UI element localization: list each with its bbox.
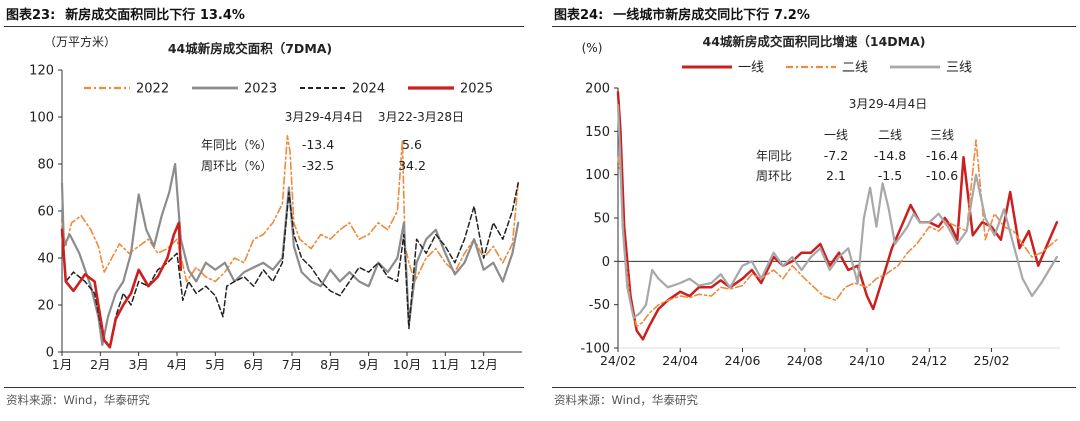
left-legend-label-2022: 2022 <box>136 82 169 97</box>
right-annot-value: -10.6 <box>926 168 958 183</box>
right-annot-row-label: 周环比 <box>756 169 792 183</box>
right-top-rule <box>552 26 1076 27</box>
left-annot-row-label: 周环比（%） <box>201 159 272 173</box>
left-y-tick-label: 20 <box>37 299 54 314</box>
right-annot-col-header: 一线 <box>824 128 848 142</box>
left-series-2023 <box>60 162 520 346</box>
left-source-note: 资料来源：Wind，华泰研究 <box>6 393 150 407</box>
right-chart-title: 44城新房成交面积同比增速（14DMA) <box>703 34 926 49</box>
left-y-tick-label: 120 <box>29 64 54 79</box>
right-annot-col-header: 二线 <box>878 128 902 142</box>
right-y-tick-label: -50 <box>589 298 610 313</box>
right-bottom-rule <box>552 387 1076 388</box>
left-annot-value: -32.5 <box>302 158 334 173</box>
right-figure-title: 图表24: 一线城市新房成交同比下行 7.2% <box>554 4 810 23</box>
right-series-一线 <box>616 91 1059 341</box>
right-x-tick-label: 25/02 <box>974 353 1010 368</box>
left-annot-col2-header: 3月22-3月28日 <box>378 110 464 124</box>
right-annot-col-header: 三线 <box>930 128 954 142</box>
right-series-二线 <box>617 139 1058 328</box>
right-x-tick-label: 24/02 <box>600 353 636 368</box>
left-x-tick-label: 2月 <box>90 357 110 372</box>
right-y-tick-label: -100 <box>580 342 610 357</box>
right-x-tick-label: 24/06 <box>724 353 760 368</box>
left-y-tick-label: 100 <box>29 111 54 126</box>
left-x-tick-label: 1月 <box>52 357 72 372</box>
left-legend-label-2024: 2024 <box>352 82 385 97</box>
right-annot-row-label: 年同比 <box>756 149 792 163</box>
left-figure-number: 图表23: <box>6 8 56 23</box>
left-series-2022 <box>61 135 520 283</box>
left-annot-value: -13.4 <box>302 137 334 152</box>
left-bottom-rule <box>4 387 524 388</box>
left-y-tick-label: 40 <box>37 252 54 267</box>
left-legend-label-2025: 2025 <box>460 82 493 97</box>
right-series-三线 <box>616 104 1058 319</box>
left-annot-col1-header: 3月29-4月4日 <box>285 110 364 124</box>
right-x-tick-label: 24/10 <box>849 353 885 368</box>
right-annot-value: -7.2 <box>824 148 848 163</box>
right-y-tick-label: 0 <box>602 255 610 270</box>
right-legend-label-二线: 二线 <box>842 61 868 76</box>
left-x-tick-label: 8月 <box>320 357 340 372</box>
left-chart: 44城新房成交面积（7DMA) （万平方米） 0 20 40 60 80 100 120 1月 2月… <box>29 34 522 372</box>
right-y-tick-label: 150 <box>585 125 610 140</box>
right-legend-label-一线: 一线 <box>738 61 764 76</box>
right-x-tick-label: 24/04 <box>662 353 698 368</box>
right-x-tick-label: 24/12 <box>911 353 947 368</box>
right-y-unit: (%) <box>582 41 603 55</box>
left-top-rule <box>4 26 524 27</box>
left-figure-title: 图表23: 新房成交面积同比下行 13.4% <box>6 4 245 23</box>
right-figure-panel: 图表24: 一线城市新房成交同比下行 7.2% 44城新房成交面积同比增速（14D… <box>548 0 1080 421</box>
right-chart: 44城新房成交面积同比增速（14DMA) (%) -100 -50 0 50 100 150 2… <box>580 34 1060 368</box>
right-y-tick-label: 50 <box>593 212 610 227</box>
right-annot-value: -14.8 <box>874 148 906 163</box>
right-annot-value: -16.4 <box>926 148 958 163</box>
left-annot-value: 5.6 <box>402 137 422 152</box>
left-x-tick-label: 5月 <box>205 357 225 372</box>
left-figure-caption: 新房成交面积同比下行 13.4% <box>65 8 245 23</box>
left-x-tick-label: 11月 <box>431 357 459 372</box>
left-y-tick-label: 60 <box>37 205 54 220</box>
right-x-tick-label: 24/08 <box>787 353 823 368</box>
left-series-2024 <box>61 182 519 346</box>
left-figure-panel: 图表23: 新房成交面积同比下行 13.4% 44城新房成交面积（7DMA) （万平… <box>0 0 530 421</box>
right-annot-value: 2.1 <box>826 168 846 183</box>
left-y-tick-label: 80 <box>37 158 54 173</box>
left-x-tick-label: 10月 <box>393 357 421 372</box>
right-source-note: 资料来源：Wind，华泰研究 <box>554 393 698 407</box>
right-legend-label-三线: 三线 <box>946 61 972 76</box>
left-annot-value: 34.2 <box>398 158 426 173</box>
right-figure-number: 图表24: <box>554 8 604 23</box>
right-y-tick-label: 100 <box>585 168 610 183</box>
left-chart-title: 44城新房成交面积（7DMA) <box>168 41 332 56</box>
left-legend-label-2023: 2023 <box>244 82 277 97</box>
left-x-tick-label: 12月 <box>469 357 497 372</box>
left-x-tick-label: 4月 <box>167 357 187 372</box>
left-x-tick-label: 7月 <box>282 357 302 372</box>
left-x-tick-label: 3月 <box>128 357 148 372</box>
left-x-tick-label: 9月 <box>358 357 378 372</box>
left-annot-row-label: 年同比（%） <box>201 138 272 152</box>
right-y-tick-label: 200 <box>585 82 610 97</box>
right-figure-caption: 一线城市新房成交同比下行 7.2% <box>613 8 810 23</box>
left-y-unit: （万平方米） <box>44 34 116 49</box>
left-x-tick-label: 6月 <box>243 357 263 372</box>
right-annot-value: -1.5 <box>878 168 902 183</box>
left-series-2025 <box>60 221 183 349</box>
left-y-tick-label: 0 <box>46 346 54 361</box>
right-annot-header: 3月29-4月4日 <box>849 97 928 111</box>
